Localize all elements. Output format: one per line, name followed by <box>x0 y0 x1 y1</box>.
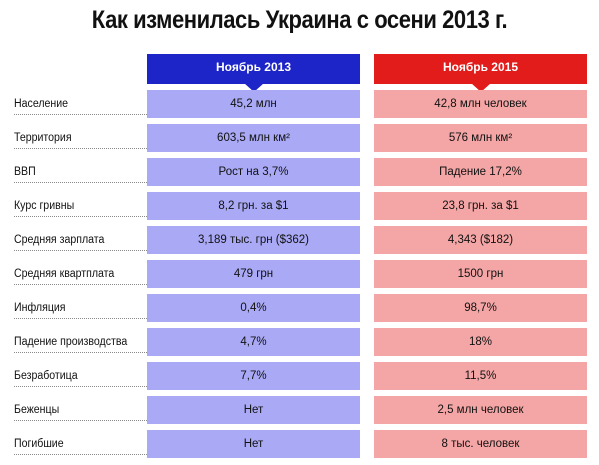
row-label: Население <box>14 98 69 110</box>
table-row: Погибшие Нет 8 тыс. человек <box>0 430 599 464</box>
value-2013: Нет <box>147 430 360 458</box>
down-arrow-icon <box>470 83 491 92</box>
value-2015: 576 млн км² <box>374 124 587 152</box>
table-row: Курс гривны 8,2 грн. за $1 23,8 грн. за … <box>0 192 599 226</box>
value-2015: 98,7% <box>374 294 587 322</box>
value-2015: 42,8 млн человек <box>374 90 587 118</box>
dotted-divider <box>14 454 147 455</box>
down-arrow-icon <box>243 83 264 92</box>
dotted-divider <box>14 284 147 285</box>
value-2013: Рост на 3,7% <box>147 158 360 186</box>
value-2015: 1500 грн <box>374 260 587 288</box>
dotted-divider <box>14 216 147 217</box>
comparison-table: Население 45,2 млн 42,8 млн человек Терр… <box>0 90 599 464</box>
value-2013: 3,189 тыс. грн ($362) <box>147 226 360 254</box>
value-2015: 8 тыс. человек <box>374 430 587 458</box>
dotted-divider <box>14 250 147 251</box>
column-header-2015: Ноябрь 2015 <box>374 54 587 92</box>
table-row: Население 45,2 млн 42,8 млн человек <box>0 90 599 124</box>
dotted-divider <box>14 420 147 421</box>
row-label: Курс гривны <box>14 200 75 212</box>
table-row: Средняя квартплата 479 грн 1500 грн <box>0 260 599 294</box>
value-2015: 2,5 млн человек <box>374 396 587 424</box>
column-header-2015-label: Ноябрь 2015 <box>443 60 518 74</box>
value-2013: 479 грн <box>147 260 360 288</box>
dotted-divider <box>14 148 147 149</box>
value-2015: 23,8 грн. за $1 <box>374 192 587 220</box>
table-row: Безработица 7,7% 11,5% <box>0 362 599 396</box>
row-label: Средняя зарплата <box>14 234 105 246</box>
dotted-divider <box>14 386 147 387</box>
dotted-divider <box>14 114 147 115</box>
table-row: Инфляция 0,4% 98,7% <box>0 294 599 328</box>
value-2015: Падение 17,2% <box>374 158 587 186</box>
column-header-2013: Ноябрь 2013 <box>147 54 360 92</box>
row-label: Беженцы <box>14 404 60 416</box>
dotted-divider <box>14 352 147 353</box>
table-row: Средняя зарплата 3,189 тыс. грн ($362) 4… <box>0 226 599 260</box>
row-label: Средняя квартплата <box>14 268 115 280</box>
value-2015: 4,343 ($182) <box>374 226 587 254</box>
table-row: Падение производства 4,7% 18% <box>0 328 599 362</box>
value-2013: Нет <box>147 396 360 424</box>
row-label: Погибшие <box>14 438 64 450</box>
value-2015: 18% <box>374 328 587 356</box>
value-2013: 7,7% <box>147 362 360 390</box>
table-row: Территория 603,5 млн км² 576 млн км² <box>0 124 599 158</box>
row-label: Инфляция <box>14 302 66 314</box>
value-2013: 0,4% <box>147 294 360 322</box>
value-2013: 4,7% <box>147 328 360 356</box>
value-2013: 603,5 млн км² <box>147 124 360 152</box>
row-label: Территория <box>14 132 72 144</box>
dotted-divider <box>14 182 147 183</box>
table-row: ВВП Рост на 3,7% Падение 17,2% <box>0 158 599 192</box>
dotted-divider <box>14 318 147 319</box>
page-title: Как изменилась Украина с осени 2013 г. <box>91 6 508 34</box>
value-2015: 11,5% <box>374 362 587 390</box>
value-2013: 45,2 млн <box>147 90 360 118</box>
column-header-2013-label: Ноябрь 2013 <box>216 60 291 74</box>
value-2013: 8,2 грн. за $1 <box>147 192 360 220</box>
row-label: Падение производства <box>14 336 128 348</box>
row-label: ВВП <box>14 166 36 178</box>
table-row: Беженцы Нет 2,5 млн человек <box>0 396 599 430</box>
row-label: Безработица <box>14 370 78 382</box>
